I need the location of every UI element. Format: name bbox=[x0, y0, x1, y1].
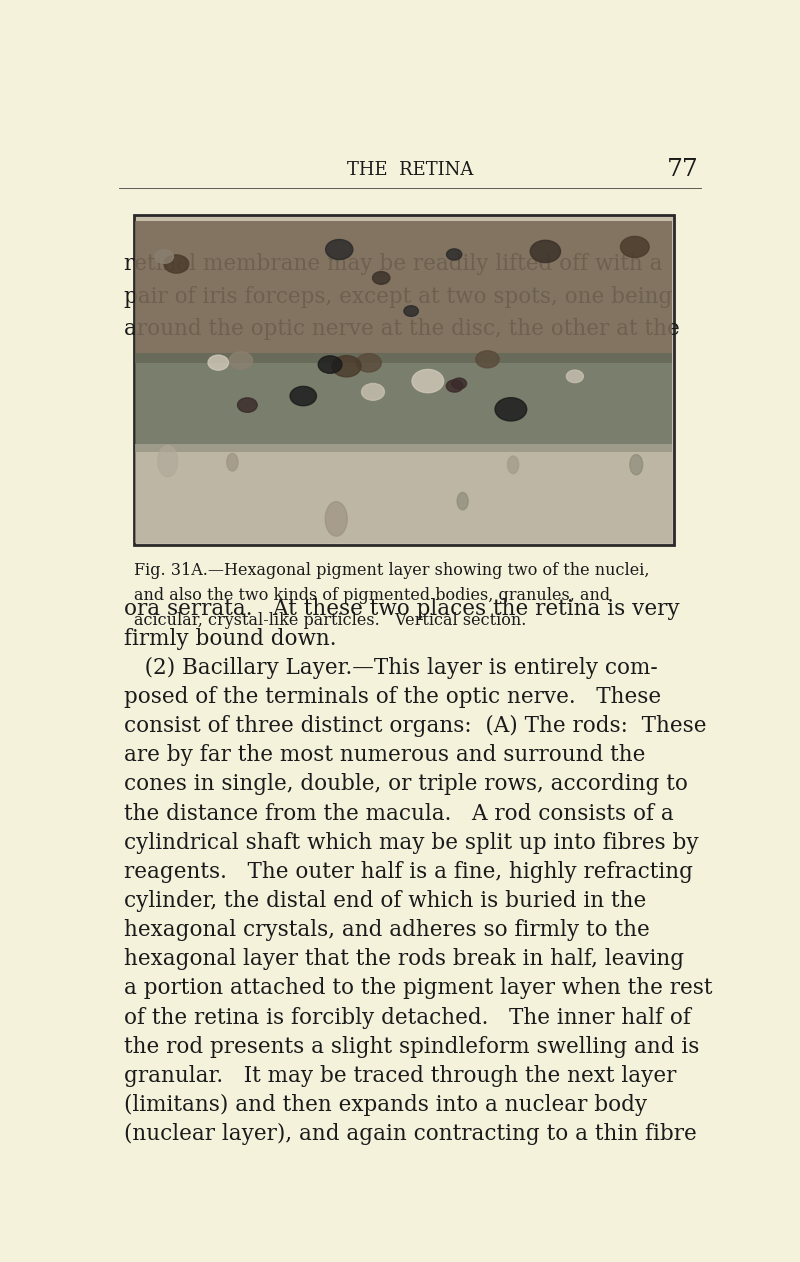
Text: cylindrical shaft which may be split up into fibres by: cylindrical shaft which may be split up … bbox=[123, 832, 698, 853]
Text: acicular, crystal-like particles.   Vertical section.: acicular, crystal-like particles. Vertic… bbox=[134, 612, 526, 628]
Circle shape bbox=[630, 454, 642, 475]
Text: and also the two kinds of pigmented bodies, granules, and: and also the two kinds of pigmented bodi… bbox=[134, 587, 610, 603]
Ellipse shape bbox=[356, 353, 382, 372]
Ellipse shape bbox=[238, 398, 257, 413]
Ellipse shape bbox=[362, 384, 385, 400]
Text: (nuclear layer), and again contracting to a thin fibre: (nuclear layer), and again contracting t… bbox=[123, 1123, 696, 1146]
Text: hexagonal crystals, and adheres so firmly to the: hexagonal crystals, and adheres so firml… bbox=[123, 919, 650, 941]
Ellipse shape bbox=[446, 380, 463, 392]
Text: firmly bound down.: firmly bound down. bbox=[123, 627, 336, 650]
Text: Fig. 31A.—Hexagonal pigment layer showing two of the nuclei,: Fig. 31A.—Hexagonal pigment layer showin… bbox=[134, 562, 650, 578]
Ellipse shape bbox=[332, 356, 361, 377]
Text: of the retina is forcibly detached.   The inner half of: of the retina is forcibly detached. The … bbox=[123, 1007, 690, 1029]
Ellipse shape bbox=[404, 305, 418, 317]
Ellipse shape bbox=[621, 236, 649, 257]
Bar bbox=[135, 444, 672, 543]
Text: the rod presents a slight spindleform swelling and is: the rod presents a slight spindleform sw… bbox=[123, 1036, 699, 1058]
Text: are by far the most numerous and surround the: are by far the most numerous and surroun… bbox=[123, 745, 645, 766]
Ellipse shape bbox=[452, 379, 466, 389]
Ellipse shape bbox=[164, 255, 189, 273]
Text: around the optic nerve at the disc, the other at the: around the optic nerve at the disc, the … bbox=[123, 318, 679, 339]
Text: pair of iris forceps, except at two spots, one being: pair of iris forceps, except at two spot… bbox=[123, 285, 672, 308]
Ellipse shape bbox=[476, 351, 499, 367]
Text: 77: 77 bbox=[666, 158, 698, 180]
Ellipse shape bbox=[229, 352, 253, 370]
Text: cylinder, the distal end of which is buried in the: cylinder, the distal end of which is bur… bbox=[123, 890, 646, 912]
Ellipse shape bbox=[530, 240, 561, 262]
Text: (2) Bacillary Layer.—This layer is entirely com-: (2) Bacillary Layer.—This layer is entir… bbox=[123, 656, 658, 679]
Ellipse shape bbox=[318, 356, 342, 374]
Ellipse shape bbox=[373, 271, 390, 284]
Text: (limitans) and then expands into a nuclear body: (limitans) and then expands into a nucle… bbox=[123, 1094, 646, 1116]
Text: a portion attached to the pigment layer when the rest: a portion attached to the pigment layer … bbox=[123, 978, 712, 1000]
Text: cones in single, double, or triple rows, according to: cones in single, double, or triple rows,… bbox=[123, 774, 687, 795]
Text: reagents.   The outer half is a fine, highly refracting: reagents. The outer half is a fine, high… bbox=[123, 861, 693, 883]
Circle shape bbox=[158, 445, 178, 477]
Ellipse shape bbox=[412, 370, 444, 392]
Circle shape bbox=[226, 453, 238, 471]
Bar bbox=[135, 221, 672, 363]
Ellipse shape bbox=[446, 249, 462, 260]
Ellipse shape bbox=[326, 240, 353, 260]
Circle shape bbox=[507, 456, 518, 473]
Text: ora serrata.   At these two places the retina is very: ora serrata. At these two places the ret… bbox=[123, 598, 679, 621]
Text: the distance from the macula.   A rod consists of a: the distance from the macula. A rod cons… bbox=[123, 803, 674, 824]
Bar bbox=[134, 215, 674, 545]
Ellipse shape bbox=[566, 370, 583, 382]
Circle shape bbox=[326, 502, 347, 536]
Text: consist of three distinct organs:  (A) The rods:  These: consist of three distinct organs: (A) Th… bbox=[123, 716, 706, 737]
Ellipse shape bbox=[155, 250, 174, 264]
Circle shape bbox=[457, 492, 468, 510]
Text: THE  RETINA: THE RETINA bbox=[347, 160, 473, 179]
Text: hexagonal layer that the rods break in half, leaving: hexagonal layer that the rods break in h… bbox=[123, 948, 684, 970]
Text: posed of the terminals of the optic nerve.   These: posed of the terminals of the optic nerv… bbox=[123, 687, 661, 708]
Text: retinal membrane may be readily lifted off with a: retinal membrane may be readily lifted o… bbox=[123, 254, 662, 275]
Text: granular.   It may be traced through the next layer: granular. It may be traced through the n… bbox=[123, 1065, 676, 1087]
Ellipse shape bbox=[290, 386, 317, 406]
Ellipse shape bbox=[495, 398, 526, 422]
Bar bbox=[135, 353, 672, 453]
Ellipse shape bbox=[208, 355, 229, 370]
